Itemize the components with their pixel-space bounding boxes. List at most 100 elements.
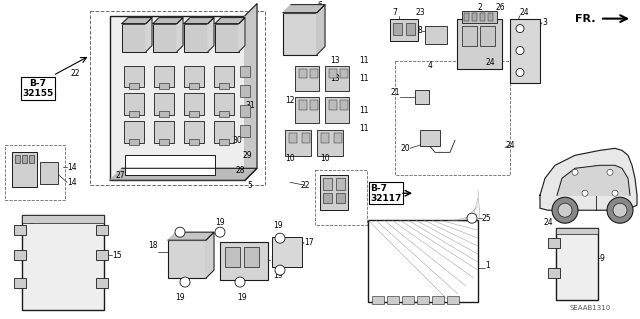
Bar — [124, 122, 144, 143]
Ellipse shape — [582, 190, 588, 196]
Polygon shape — [317, 5, 325, 55]
Text: 11: 11 — [359, 74, 369, 83]
Text: 19: 19 — [215, 218, 225, 227]
Bar — [96, 225, 108, 235]
Ellipse shape — [558, 203, 572, 217]
Bar — [336, 193, 345, 203]
Text: 31: 31 — [245, 101, 255, 110]
Bar — [462, 11, 497, 23]
Text: 11: 11 — [359, 56, 369, 65]
Ellipse shape — [550, 269, 558, 277]
Text: 7: 7 — [392, 8, 397, 17]
Text: 2: 2 — [477, 3, 483, 12]
Text: 6: 6 — [317, 1, 323, 10]
Text: 15: 15 — [112, 251, 122, 260]
Bar — [129, 111, 139, 117]
Bar — [464, 13, 469, 21]
Bar — [447, 296, 459, 304]
Bar — [336, 178, 345, 190]
Bar — [556, 228, 598, 234]
Text: ⊙: ⊙ — [48, 91, 56, 100]
Bar — [462, 26, 477, 46]
Bar — [189, 84, 199, 89]
Bar — [310, 69, 318, 78]
Text: 27: 27 — [115, 171, 125, 180]
Text: 11: 11 — [359, 106, 369, 115]
Ellipse shape — [98, 279, 106, 287]
Text: 22: 22 — [300, 181, 310, 190]
Bar — [323, 193, 332, 203]
Ellipse shape — [215, 227, 225, 237]
Bar — [393, 23, 402, 34]
Text: 3: 3 — [542, 18, 547, 27]
Bar — [472, 13, 477, 21]
Text: 29: 29 — [242, 151, 252, 160]
Ellipse shape — [16, 226, 24, 234]
Bar — [272, 237, 302, 267]
Bar — [488, 13, 493, 21]
Bar — [368, 220, 478, 302]
Text: 14: 14 — [67, 178, 77, 187]
Bar — [15, 155, 20, 163]
Bar — [240, 125, 250, 137]
Bar — [124, 65, 144, 87]
Text: 11: 11 — [359, 124, 369, 133]
Bar — [406, 23, 415, 34]
Bar — [90, 11, 265, 185]
Bar — [168, 240, 206, 278]
Bar — [214, 122, 234, 143]
Ellipse shape — [552, 197, 578, 223]
Text: 28: 28 — [236, 166, 244, 175]
Ellipse shape — [607, 197, 633, 223]
Bar — [415, 91, 429, 104]
Text: 24: 24 — [485, 58, 495, 67]
Bar — [40, 162, 58, 184]
Bar — [340, 100, 348, 110]
Text: 25: 25 — [482, 214, 492, 223]
Bar — [154, 122, 174, 143]
Bar — [325, 97, 349, 123]
Polygon shape — [168, 232, 214, 240]
Text: 23: 23 — [415, 8, 425, 17]
Bar — [283, 13, 317, 55]
Ellipse shape — [275, 265, 285, 275]
Bar — [556, 228, 598, 300]
Ellipse shape — [607, 169, 613, 175]
Ellipse shape — [613, 203, 627, 217]
Bar — [480, 13, 485, 21]
Bar — [329, 69, 337, 78]
Bar — [329, 100, 337, 110]
Bar — [317, 130, 343, 156]
Bar — [124, 93, 144, 115]
Bar — [299, 100, 307, 110]
Bar — [302, 133, 310, 143]
Bar — [14, 225, 26, 235]
Bar — [340, 69, 348, 78]
Ellipse shape — [235, 277, 245, 287]
Polygon shape — [122, 18, 152, 24]
Bar — [480, 26, 495, 46]
Ellipse shape — [16, 279, 24, 287]
Text: 30: 30 — [232, 136, 242, 145]
Text: 22: 22 — [70, 69, 80, 78]
Ellipse shape — [572, 169, 578, 175]
Bar — [159, 139, 169, 145]
Text: FR.: FR. — [575, 14, 595, 24]
Bar — [154, 93, 174, 115]
Bar — [184, 24, 208, 52]
Polygon shape — [208, 18, 214, 52]
Ellipse shape — [29, 217, 35, 223]
Text: 19: 19 — [175, 293, 185, 301]
Bar — [321, 133, 329, 143]
Text: 22: 22 — [47, 80, 56, 86]
Bar — [22, 155, 27, 163]
Text: 8: 8 — [417, 26, 422, 35]
Ellipse shape — [612, 190, 618, 196]
Text: 21: 21 — [390, 88, 400, 97]
Text: 18: 18 — [148, 241, 158, 250]
Text: 13: 13 — [330, 74, 340, 83]
Bar — [159, 84, 169, 89]
Bar — [325, 65, 349, 92]
Text: 13: 13 — [330, 56, 340, 65]
Ellipse shape — [98, 251, 106, 259]
